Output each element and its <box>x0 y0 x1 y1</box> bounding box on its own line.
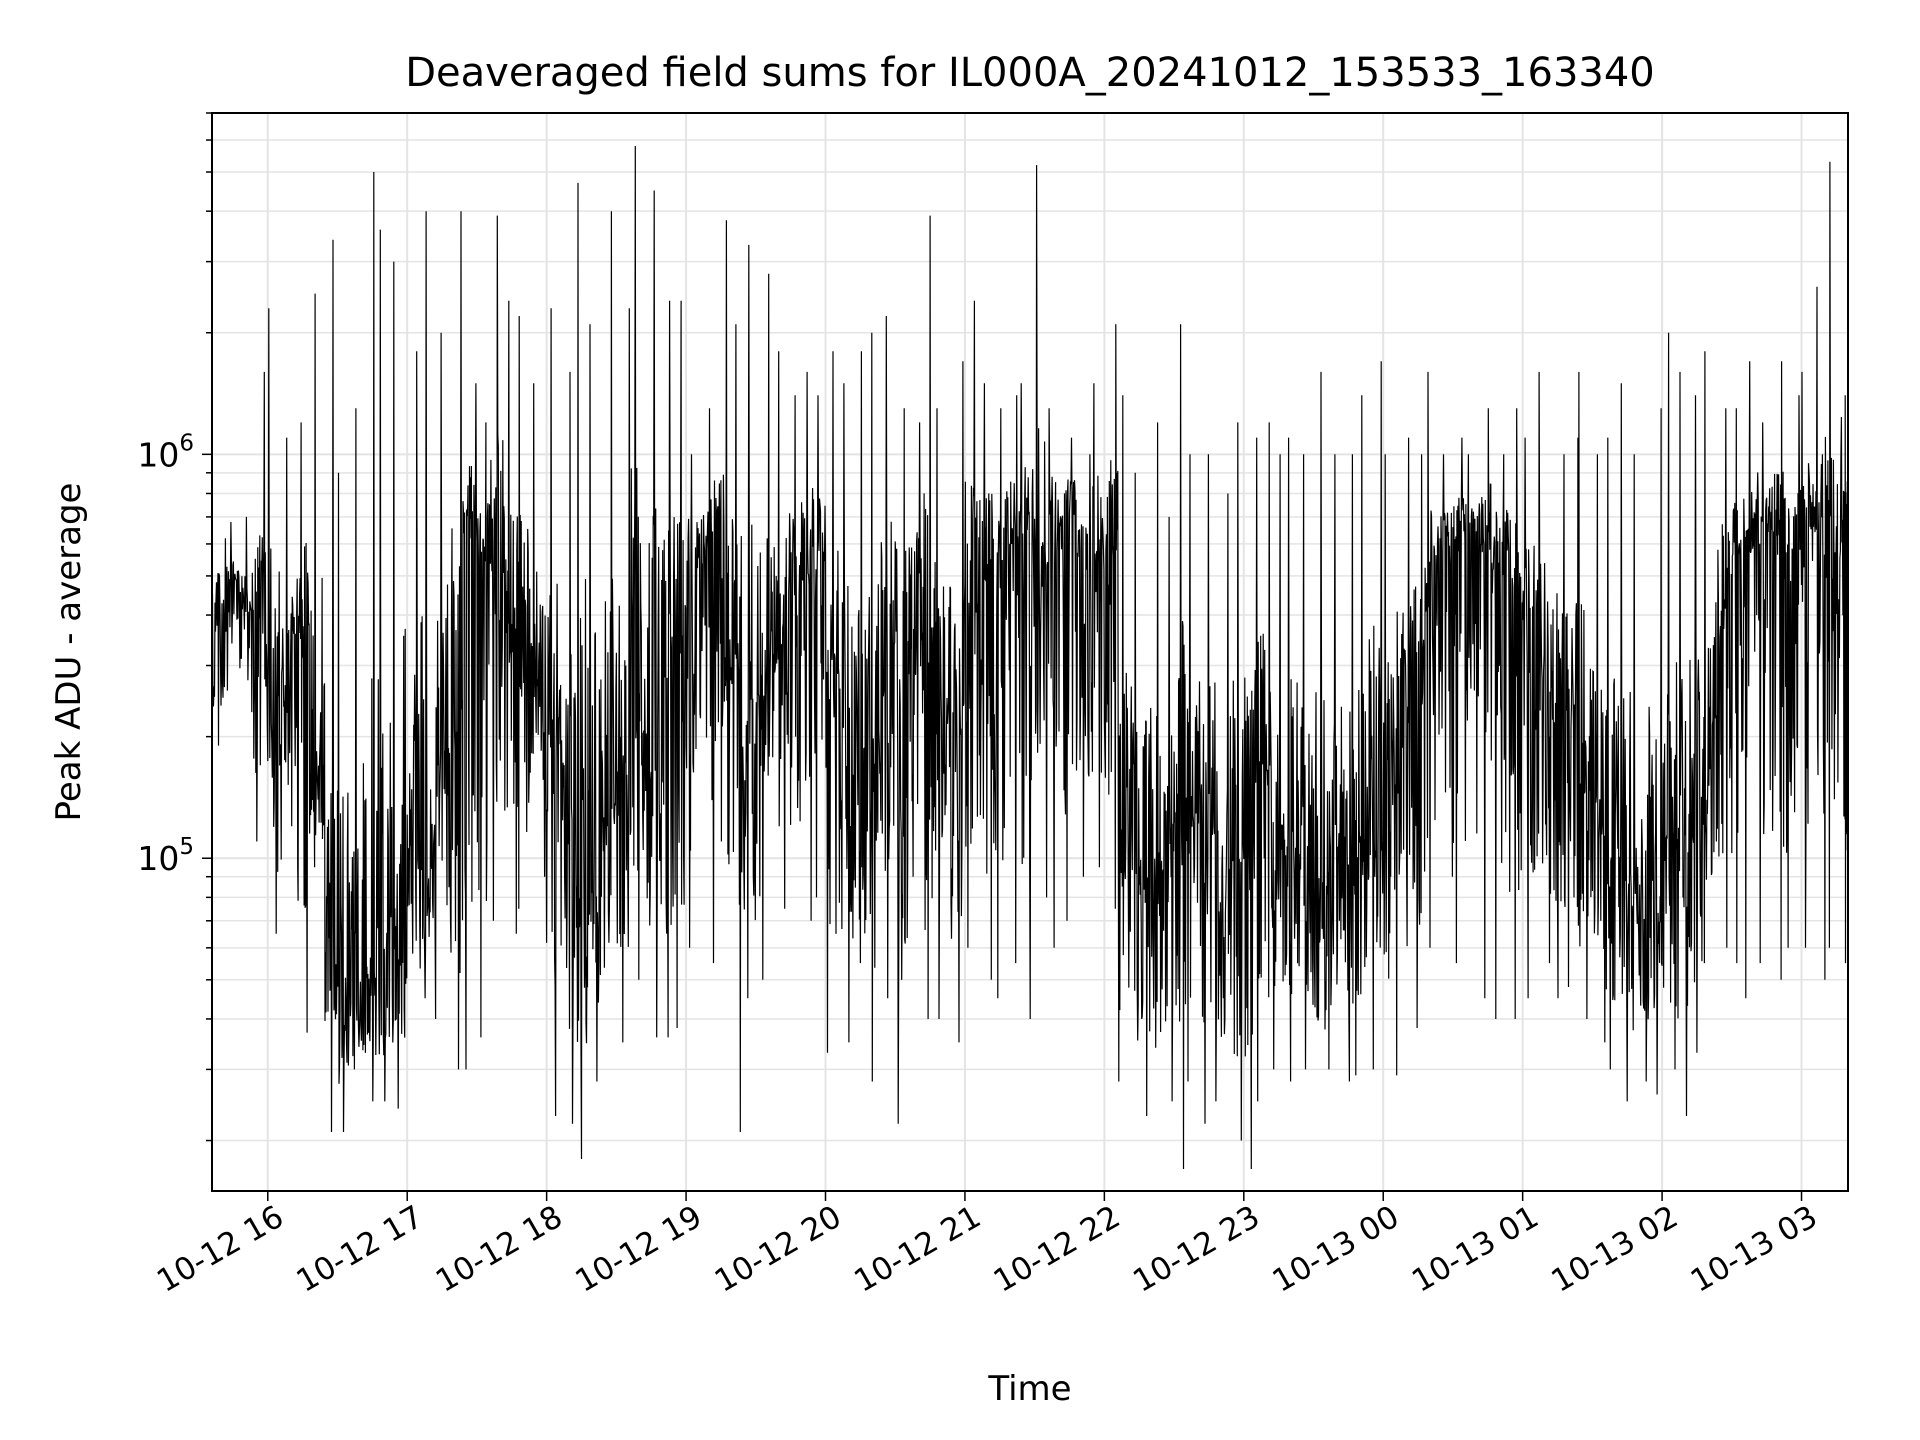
y-tick-base: 10 <box>137 839 179 878</box>
y-tick-base: 10 <box>137 435 179 474</box>
chart-title: Deaveraged field sums for IL000A_2024101… <box>405 50 1655 96</box>
y-tick-exponent: 5 <box>179 834 194 860</box>
plot-area <box>212 145 1848 1170</box>
y-axis-label: Peak ADU - average <box>49 483 89 822</box>
y-tick-exponent: 6 <box>179 430 194 456</box>
x-axis-label: Time <box>987 1369 1071 1409</box>
series-line <box>212 145 1848 1170</box>
y-tick-label: 106 <box>137 430 194 474</box>
y-tick-label: 105 <box>137 834 194 878</box>
plot-frame <box>211 112 1849 1192</box>
